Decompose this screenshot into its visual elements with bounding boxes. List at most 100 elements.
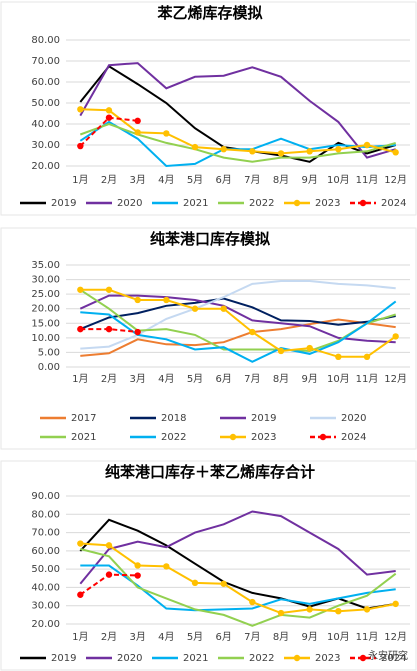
chart: 苯乙烯库存模拟 20.00 30.00 40.00 50.00 60.00 70.00 80.… xyxy=(0,1,417,216)
x-tick-label: 12月 xyxy=(384,373,407,385)
legend-marker xyxy=(359,199,367,207)
x-tick-label: 5月 xyxy=(187,373,203,385)
point xyxy=(249,598,256,606)
legend-label: 2023 xyxy=(315,653,340,664)
point xyxy=(392,149,399,156)
series-line xyxy=(80,318,396,357)
point xyxy=(249,328,256,336)
point xyxy=(306,606,313,613)
legend-label: 2022 xyxy=(249,198,274,209)
point xyxy=(392,333,399,340)
point xyxy=(363,141,371,149)
x-tick-label: 7月 xyxy=(244,174,260,186)
series-line xyxy=(79,62,396,159)
y-tick-label: 0.00 xyxy=(38,362,60,373)
point xyxy=(105,114,113,121)
point xyxy=(277,609,285,617)
x-tick-label: 9月 xyxy=(301,373,317,385)
point xyxy=(105,571,113,578)
legend-label: 2023 xyxy=(251,432,276,443)
series-line xyxy=(79,122,396,163)
legend-label: 2017 xyxy=(71,413,96,424)
x-tick-label: 3月 xyxy=(129,631,145,643)
x-tick-label: 10月 xyxy=(327,631,350,643)
point xyxy=(191,579,199,587)
point xyxy=(134,296,141,304)
x-tick-label: 4月 xyxy=(158,631,174,643)
series-line xyxy=(80,108,396,155)
legend-label: 2019 xyxy=(51,653,76,664)
y-tick-label: 15.00 xyxy=(31,318,60,329)
x-tick-label: 1月 xyxy=(72,631,88,643)
x-tick-label: 10月 xyxy=(327,174,350,186)
x-tick-label: 1月 xyxy=(72,174,88,186)
legend-label: 2023 xyxy=(315,198,340,209)
point xyxy=(163,296,170,304)
y-tick-label: 90.00 xyxy=(31,491,60,502)
legend-label: 2021 xyxy=(71,432,96,443)
y-tick-label: 20.00 xyxy=(31,619,60,630)
x-tick-label: 9月 xyxy=(301,174,317,186)
chart-frame xyxy=(0,460,417,671)
chart-title: 纯苯港口库存＋苯乙烯库存合计 xyxy=(105,463,315,481)
legend-marker xyxy=(293,654,301,662)
point xyxy=(134,117,141,125)
x-tick-label: 1月 xyxy=(72,373,88,385)
legend-label: 2020 xyxy=(117,198,142,209)
watermark: 永安研究 xyxy=(368,649,408,662)
series-line xyxy=(79,120,396,168)
point xyxy=(363,353,371,360)
point xyxy=(163,563,170,570)
x-tick-label: 9月 xyxy=(301,631,317,643)
series-line xyxy=(80,280,396,350)
x-tick-label: 12月 xyxy=(384,631,407,643)
y-tick-label: 25.00 xyxy=(31,289,60,300)
legend-label: 2022 xyxy=(249,653,274,664)
point xyxy=(77,325,84,333)
x-tick-label: 8月 xyxy=(273,174,289,186)
point xyxy=(77,106,84,113)
point xyxy=(220,146,227,153)
y-tick-label: 50.00 xyxy=(31,564,60,575)
x-tick-label: 7月 xyxy=(244,631,260,643)
point xyxy=(249,148,256,155)
point xyxy=(335,146,342,153)
legend-label: 2021 xyxy=(183,653,208,664)
x-tick-label: 3月 xyxy=(129,373,145,385)
x-tick-label: 5月 xyxy=(187,174,203,186)
legend-label: 2024 xyxy=(381,653,406,664)
point xyxy=(220,305,227,312)
point xyxy=(134,129,141,136)
legend-label: 2024 xyxy=(381,198,406,209)
point xyxy=(77,142,84,150)
point xyxy=(105,542,113,549)
x-tick-label: 11月 xyxy=(356,631,379,643)
x-tick-label: 7月 xyxy=(244,373,260,385)
point xyxy=(277,150,285,157)
legend-label: 2019 xyxy=(51,198,76,209)
y-tick-label: 30.00 xyxy=(31,275,60,286)
point xyxy=(105,107,113,114)
y-tick-label: 80.00 xyxy=(31,509,60,520)
x-tick-label: 4月 xyxy=(158,174,174,186)
legend-marker xyxy=(359,654,367,662)
y-tick-label: 40.00 xyxy=(31,119,60,130)
point xyxy=(77,286,84,293)
x-tick-label: 5月 xyxy=(187,631,203,643)
legend-label: 2020 xyxy=(341,413,366,424)
point xyxy=(191,305,199,312)
y-tick-label: 35.00 xyxy=(31,260,60,271)
point xyxy=(335,353,342,360)
legend-label: 2021 xyxy=(183,198,208,209)
legend-marker xyxy=(293,199,301,207)
y-tick-label: 20.00 xyxy=(31,304,60,315)
series-line xyxy=(80,548,397,627)
point xyxy=(134,328,141,336)
point xyxy=(134,562,141,569)
point xyxy=(163,130,170,137)
chart: 纯苯港口库存模拟 0.00 5.00 10.00 15.00 20.00 25.00 30.0… xyxy=(0,227,417,450)
y-tick-label: 30.00 xyxy=(31,601,60,612)
x-tick-label: 10月 xyxy=(327,373,350,385)
x-tick-label: 11月 xyxy=(356,174,379,186)
